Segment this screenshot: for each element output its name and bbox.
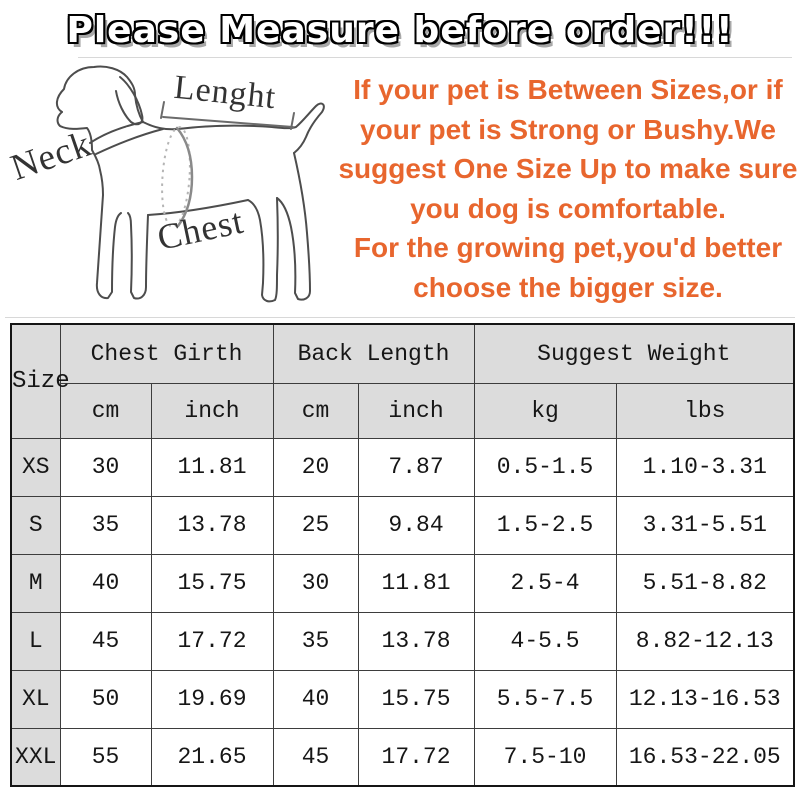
value-cell: 3.31-5.51 <box>615 495 795 555</box>
page-title: Please Measure before order!!! <box>66 10 734 51</box>
dog-front-leg-front <box>95 194 122 300</box>
value-cell: 2.5-4 <box>473 553 617 613</box>
chest-girth-solid-arc <box>175 126 194 228</box>
unit-header-chest-inch: inch <box>150 382 274 439</box>
value-cell: 13.78 <box>357 611 475 671</box>
value-cell: 11.81 <box>150 437 274 497</box>
value-cell: 7.5-10 <box>473 727 617 787</box>
notice-line: choose the bigger size. <box>413 271 723 303</box>
notice-line: suggest One Size Up to make sure <box>338 153 798 184</box>
value-cell: 12.13-16.53 <box>615 669 795 729</box>
size-cell: XXL <box>10 727 61 787</box>
notice-line: you dog is comfortable. <box>410 192 726 224</box>
value-cell: 11.81 <box>357 553 475 613</box>
unit-header-chest-cm: cm <box>59 382 152 439</box>
value-cell: 15.75 <box>357 669 475 729</box>
neck-label: Neck <box>6 123 97 188</box>
value-cell: 17.72 <box>150 611 274 671</box>
notice-line: your pet is Strong or Bushy.We <box>360 113 776 145</box>
size-column-header: Size <box>10 323 70 439</box>
table-row: XL 50 19.69 40 15.75 5.5-7.5 12.13-16.53 <box>10 669 795 729</box>
table-row: L 45 17.72 35 13.78 4-5.5 8.82-12.13 <box>10 611 795 671</box>
value-cell: 45 <box>59 611 152 671</box>
dog-neck-lines <box>89 121 164 155</box>
length-measure-line <box>160 101 295 130</box>
value-cell: 0.5-1.5 <box>473 437 617 497</box>
value-cell: 15.75 <box>150 553 274 613</box>
dog-rear-leg-front <box>247 197 279 303</box>
unit-header-kg: kg <box>473 382 617 439</box>
chest-girth-header: Chest Girth <box>59 323 274 384</box>
unit-header-back-inch: inch <box>357 382 475 439</box>
unit-header-back-cm: cm <box>272 382 359 439</box>
notice-line: If your pet is Between Sizes,or if <box>353 74 783 105</box>
value-cell: 4-5.5 <box>473 611 617 671</box>
value-cell: 25 <box>272 495 359 555</box>
value-cell: 50 <box>59 669 152 729</box>
value-cell: 19.69 <box>150 669 274 729</box>
size-cell: M <box>10 553 61 613</box>
suggest-weight-header: Suggest Weight <box>473 323 795 384</box>
dog-head-outline <box>56 65 144 123</box>
value-cell: 35 <box>59 495 152 555</box>
dog-ear <box>115 76 144 126</box>
size-cell: XS <box>10 437 61 497</box>
value-cell: 5.5-7.5 <box>473 669 617 729</box>
dog-rear-leg-back <box>276 152 311 301</box>
size-cell: XL <box>10 669 61 729</box>
value-cell: 7.87 <box>357 437 475 497</box>
value-cell: 55 <box>59 727 152 787</box>
dog-back-tail <box>142 102 325 154</box>
value-cell: 13.78 <box>150 495 274 555</box>
length-label: Lenght <box>172 69 278 116</box>
table-row: S 35 13.78 25 9.84 1.5-2.5 3.31-5.51 <box>10 495 795 555</box>
chest-label: Chest <box>154 201 247 258</box>
value-cell: 20 <box>272 437 359 497</box>
value-cell: 40 <box>59 553 152 613</box>
dog-belly <box>147 199 249 216</box>
notice-text: If your pet is Between Sizes,or if your … <box>338 70 798 307</box>
table-row: M 40 15.75 30 11.81 2.5-4 5.51-8.82 <box>10 553 795 613</box>
value-cell: 40 <box>272 669 359 729</box>
value-cell: 16.53-22.05 <box>615 727 795 787</box>
back-length-header: Back Length <box>272 323 475 384</box>
size-cell: L <box>10 611 61 671</box>
unit-header-lbs: lbs <box>615 382 795 439</box>
value-cell: 35 <box>272 611 359 671</box>
value-cell: 8.82-12.13 <box>615 611 795 671</box>
seam-line-middle <box>5 317 795 318</box>
size-cell: S <box>10 495 61 555</box>
table-row: XXL 55 21.65 45 17.72 7.5-10 16.53-22.05 <box>10 727 795 787</box>
notice-line: For the growing pet,you'd better <box>353 232 783 263</box>
value-cell: 5.51-8.82 <box>615 553 795 613</box>
dog-muzzle-chest <box>56 111 104 196</box>
value-cell: 1.10-3.31 <box>615 437 795 497</box>
table-row: XS 30 11.81 20 7.87 0.5-1.5 1.10-3.31 <box>10 437 795 497</box>
value-cell: 9.84 <box>357 495 475 555</box>
size-table: Size Chest Girth Back Length Suggest Wei… <box>10 323 796 787</box>
seam-line-top <box>78 57 792 58</box>
chest-girth-ellipse <box>161 126 191 228</box>
value-cell: 1.5-2.5 <box>473 495 617 555</box>
table-unit-header-row: cm inch cm inch kg lbs <box>11 382 795 439</box>
value-cell: 30 <box>272 553 359 613</box>
value-cell: 21.65 <box>150 727 274 787</box>
value-cell: 30 <box>59 437 152 497</box>
value-cell: 17.72 <box>357 727 475 787</box>
dog-measurement-diagram: Neck Lenght Chest <box>0 55 360 320</box>
dog-front-leg-back <box>127 212 149 300</box>
value-cell: 45 <box>272 727 359 787</box>
table-group-header-row: Size Chest Girth Back Length Suggest Wei… <box>10 323 795 439</box>
